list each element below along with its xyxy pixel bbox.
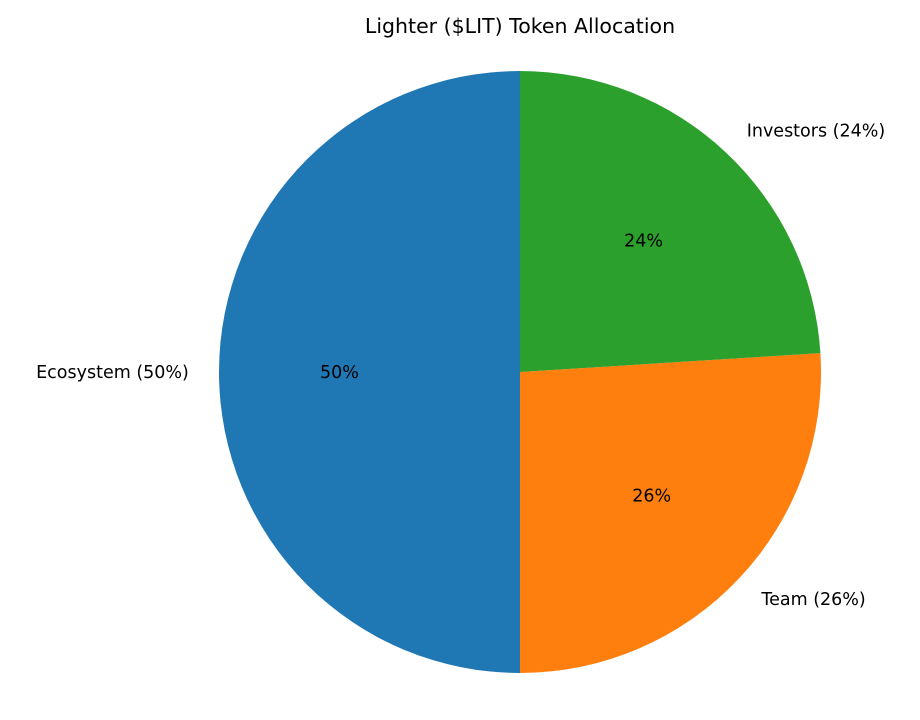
pie-pct-label-investors: 24%: [624, 231, 663, 251]
chart-title: Lighter ($LIT) Token Allocation: [364, 14, 676, 38]
pie-slice-investors: [520, 71, 821, 372]
pie-outer-label-team: Team (26%): [760, 590, 865, 610]
pie-pct-label-team: 26%: [632, 487, 671, 507]
pie-outer-label-investors: Investors (24%): [747, 122, 886, 142]
pie-slice-ecosystem: [219, 71, 520, 673]
pie-slice-team: [520, 353, 822, 673]
pie-outer-label-ecosystem: Ecosystem (50%): [36, 363, 189, 383]
pie-pct-label-ecosystem: 50%: [320, 363, 359, 383]
